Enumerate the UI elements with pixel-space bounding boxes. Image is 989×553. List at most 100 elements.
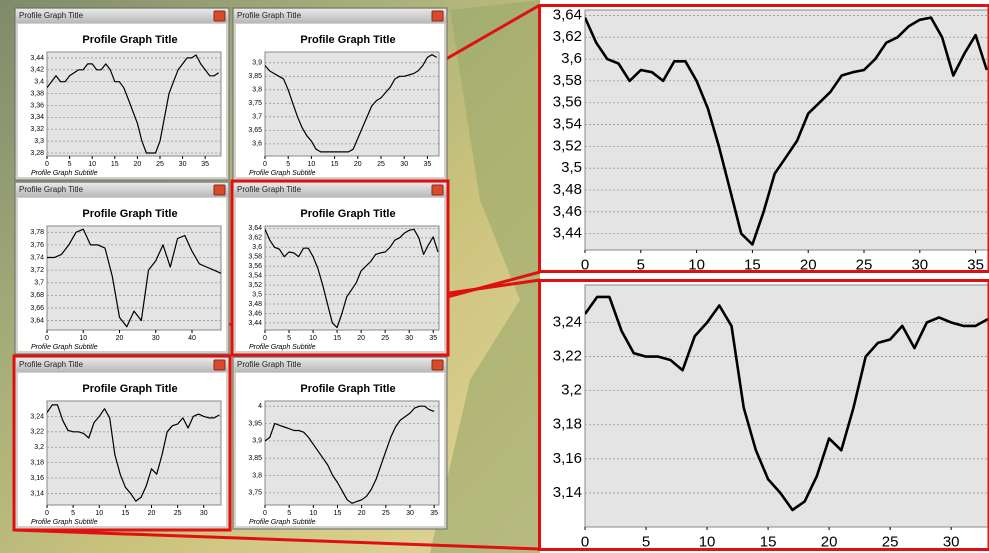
y-tick-label: 3,95 — [248, 420, 262, 427]
x-tick-label: 15 — [760, 533, 777, 550]
y-tick-label: 3,2 — [34, 444, 44, 451]
y-tick-label: 3,76 — [30, 242, 44, 249]
y-tick-label: 3,62 — [248, 235, 262, 242]
x-tick-label: 35 — [430, 510, 438, 517]
window-title: Profile Graph Title — [237, 11, 302, 20]
y-tick-label: 3,44 — [553, 225, 582, 242]
y-tick-label: 3,54 — [553, 116, 582, 133]
x-tick-label: 5 — [287, 510, 291, 517]
y-tick-label: 3,22 — [30, 429, 44, 436]
y-tick-label: 3,78 — [30, 229, 44, 236]
x-tick-label: 20 — [133, 161, 141, 168]
x-tick-label: 0 — [581, 533, 589, 550]
y-tick-label: 3,38 — [30, 90, 44, 97]
plot-area — [265, 226, 439, 330]
y-tick-label: 3,6 — [252, 244, 262, 251]
window-title: Profile Graph Title — [19, 11, 84, 20]
plot-area — [585, 10, 989, 250]
y-tick-label: 3,6 — [561, 50, 582, 67]
y-tick-label: 3,56 — [248, 263, 262, 270]
plot-area — [47, 226, 221, 330]
close-button — [432, 185, 443, 195]
y-tick-label: 3,64 — [553, 6, 582, 23]
y-tick-label: 3,52 — [248, 282, 262, 289]
plot-area — [265, 401, 439, 505]
y-tick-label: 3,8 — [252, 87, 262, 94]
close-button — [432, 360, 443, 370]
chart-title: Profile Graph Title — [300, 34, 395, 46]
y-tick-label: 3,48 — [248, 301, 262, 308]
x-tick-label: 15 — [111, 161, 119, 168]
x-tick-label: 15 — [121, 510, 129, 517]
y-tick-label: 3,62 — [553, 28, 582, 45]
x-tick-label: 5 — [287, 335, 291, 342]
x-tick-label: 5 — [286, 161, 290, 168]
x-tick-label: 40 — [188, 335, 196, 342]
x-tick-label: 15 — [331, 161, 339, 168]
y-tick-label: 3,16 — [553, 450, 582, 467]
x-tick-label: 10 — [699, 533, 716, 550]
x-tick-label: 10 — [309, 335, 317, 342]
chart-subtitle: Profile Graph Subtitle — [31, 170, 98, 177]
y-tick-label: 3,42 — [30, 67, 44, 74]
y-tick-label: 3,5 — [561, 159, 582, 176]
y-tick-label: 3,52 — [553, 137, 582, 154]
y-tick-label: 3,64 — [30, 317, 44, 324]
x-tick-label: 30 — [406, 510, 414, 517]
y-tick-label: 3,24 — [30, 413, 44, 420]
y-tick-label: 3,75 — [248, 490, 262, 497]
close-button — [432, 11, 443, 21]
x-tick-label: 25 — [882, 533, 899, 550]
chart-title: Profile Graph Title — [82, 383, 177, 395]
x-tick-label: 0 — [45, 161, 49, 168]
chart-subtitle: Profile Graph Subtitle — [249, 344, 316, 351]
x-tick-label: 5 — [71, 510, 75, 517]
close-button — [214, 11, 225, 21]
x-tick-label: 35 — [201, 161, 209, 168]
x-tick-label: 5 — [68, 161, 72, 168]
y-tick-label: 3,7 — [252, 114, 262, 121]
chart-title: Profile Graph Title — [82, 34, 177, 46]
window-title: Profile Graph Title — [237, 360, 302, 369]
x-tick-label: 20 — [354, 161, 362, 168]
chart-title: Profile Graph Title — [82, 208, 177, 220]
y-tick-label: 3,4 — [34, 79, 44, 86]
x-tick-label: 25 — [381, 335, 389, 342]
y-tick-label: 3,58 — [553, 72, 582, 89]
y-tick-label: 3,58 — [248, 254, 262, 261]
y-tick-label: 3,64 — [248, 225, 262, 232]
x-tick-label: 0 — [45, 335, 49, 342]
x-tick-label: 0 — [263, 335, 267, 342]
y-tick-label: 3,36 — [30, 102, 44, 109]
close-button — [214, 360, 225, 370]
y-tick-label: 3,14 — [30, 490, 44, 497]
y-tick-label: 3,72 — [30, 267, 44, 274]
x-tick-label: 0 — [45, 510, 49, 517]
x-tick-label: 0 — [263, 161, 267, 168]
x-tick-label: 30 — [400, 161, 408, 168]
y-tick-label: 3,32 — [30, 126, 44, 133]
x-tick-label: 10 — [95, 510, 103, 517]
chart-subtitle: Profile Graph Subtitle — [249, 519, 316, 526]
y-tick-label: 3,24 — [553, 313, 582, 330]
y-tick-label: 3,54 — [248, 272, 262, 279]
screenshot: Profile Graph Title Profile Graph Title 3,… — [0, 0, 989, 553]
x-tick-label: 5 — [642, 533, 650, 550]
x-tick-label: 0 — [263, 510, 267, 517]
y-tick-label: 4 — [258, 403, 262, 410]
plot-area — [265, 52, 439, 156]
x-tick-label: 20 — [358, 510, 366, 517]
y-tick-label: 3,46 — [553, 203, 582, 220]
y-tick-label: 3,18 — [553, 416, 582, 433]
y-tick-label: 3,75 — [248, 100, 262, 107]
close-button — [214, 185, 225, 195]
y-tick-label: 3,44 — [248, 320, 262, 327]
chart-subtitle: Profile Graph Subtitle — [31, 519, 98, 526]
y-tick-label: 3,44 — [30, 55, 44, 62]
x-tick-label: 25 — [156, 161, 164, 168]
x-tick-label: 10 — [79, 335, 87, 342]
chart-subtitle: Profile Graph Subtitle — [249, 170, 316, 177]
window-title: Profile Graph Title — [19, 360, 84, 369]
x-tick-label: 35 — [429, 335, 437, 342]
y-tick-label: 3,28 — [30, 150, 44, 157]
